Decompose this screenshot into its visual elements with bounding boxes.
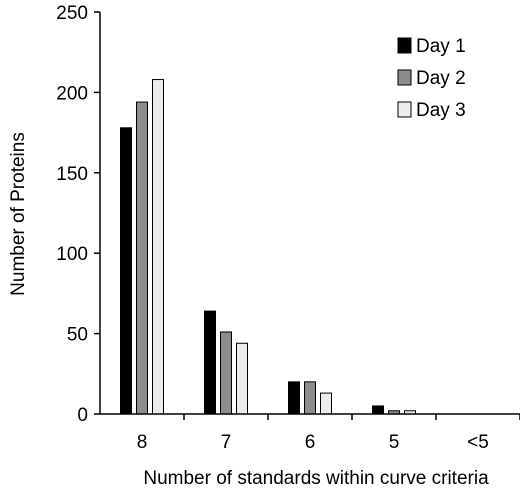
bar-day-1-cat-3	[372, 405, 384, 415]
y-tick-label: 200	[56, 83, 88, 104]
bar-day-3-cat-0	[152, 79, 164, 415]
legend-label: Day 2	[416, 68, 466, 89]
y-tick-label: 0	[77, 405, 88, 426]
y-tick-label: 150	[56, 164, 88, 185]
legend: Day 1 Day 2 Day 3	[397, 36, 466, 121]
bar-day-1-cat-0	[120, 127, 132, 415]
x-tick-label: <5	[467, 432, 489, 453]
bar-day-1-cat-2	[288, 381, 300, 415]
y-tick-label: 50	[67, 325, 88, 346]
x-tick-label: 6	[305, 432, 316, 453]
bar-day-2-cat-1	[220, 331, 232, 415]
legend-swatch-day-1	[397, 37, 412, 54]
plot-area	[120, 79, 416, 415]
bar-day-3-cat-2	[320, 392, 332, 415]
y-tick-label: 250	[56, 3, 88, 24]
legend-swatch-day-2	[397, 69, 412, 86]
y-axis-label: Number of Proteins	[8, 132, 29, 296]
y-tick-label: 100	[56, 244, 88, 265]
axes: 0 50 100 150 200 250 8 7 6 5 <5	[56, 3, 520, 453]
x-tick-label: 5	[389, 432, 400, 453]
bar-day-3-cat-1	[236, 342, 248, 415]
legend-swatch-day-3	[397, 101, 412, 118]
x-tick-label: 7	[221, 432, 232, 453]
bar-day-1-cat-1	[204, 310, 216, 415]
x-tick-label: 8	[137, 432, 148, 453]
bar-day-2-cat-2	[304, 381, 316, 415]
legend-label: Day 1	[416, 36, 466, 57]
legend-label: Day 3	[416, 100, 466, 121]
bar-day-2-cat-0	[136, 101, 148, 415]
x-axis-label: Number of standards within curve criteri…	[143, 468, 489, 489]
